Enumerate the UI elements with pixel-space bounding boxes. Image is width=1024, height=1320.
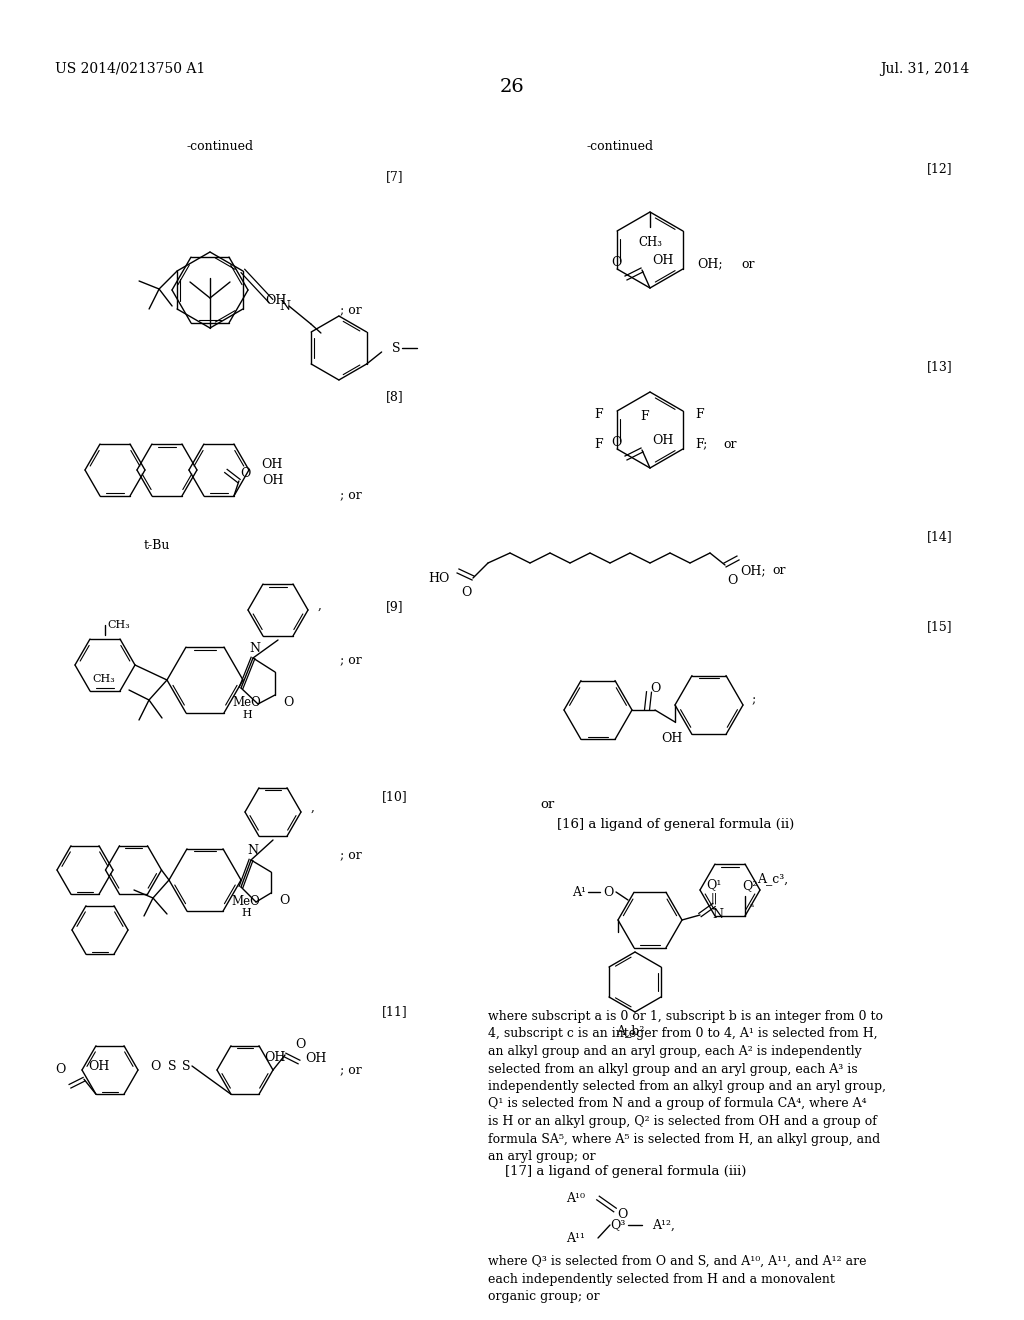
Text: ||: || [711, 892, 718, 904]
Text: F: F [641, 411, 649, 422]
Text: OH: OH [262, 474, 284, 487]
Text: H: H [242, 710, 252, 719]
Text: OH: OH [662, 731, 683, 744]
Text: N: N [248, 843, 258, 857]
Text: [12]: [12] [927, 162, 952, 176]
Text: S: S [168, 1060, 176, 1072]
Text: N: N [250, 642, 260, 655]
Text: A¹²,: A¹², [652, 1218, 675, 1232]
Text: Q³: Q³ [610, 1218, 626, 1232]
Text: [15]: [15] [927, 620, 952, 634]
Text: or: or [772, 565, 785, 578]
Text: F: F [695, 408, 703, 421]
Text: ,: , [311, 800, 314, 813]
Text: or: or [741, 257, 755, 271]
Text: Q²: Q² [742, 879, 758, 892]
Text: O: O [611, 256, 622, 269]
Text: O: O [616, 1209, 627, 1221]
Text: Q¹: Q¹ [707, 879, 722, 891]
Text: or: or [723, 437, 736, 450]
Text: OH: OH [88, 1060, 110, 1073]
Text: 26: 26 [500, 78, 524, 96]
Text: O: O [650, 681, 660, 694]
Text: [11]: [11] [382, 1005, 408, 1018]
Text: OH: OH [264, 1051, 286, 1064]
Text: S: S [391, 342, 400, 355]
Text: ; or: ; or [340, 304, 361, 317]
Text: [17] a ligand of general formula (iii): [17] a ligand of general formula (iii) [488, 1166, 746, 1177]
Text: -continued: -continued [587, 140, 653, 153]
Text: A_c³,: A_c³, [757, 873, 788, 886]
Text: OH: OH [305, 1052, 327, 1064]
Text: O: O [241, 467, 251, 480]
Text: [8]: [8] [386, 389, 403, 403]
Text: H: H [241, 908, 251, 919]
Text: O: O [283, 696, 293, 709]
Text: O: O [150, 1060, 161, 1072]
Text: OH: OH [265, 294, 287, 308]
Text: OH: OH [652, 253, 674, 267]
Text: CH₃: CH₃ [638, 236, 662, 249]
Text: N: N [713, 908, 724, 921]
Text: MeO: MeO [231, 895, 260, 908]
Text: ; or: ; or [340, 1064, 361, 1077]
Text: O: O [727, 574, 737, 587]
Text: Jul. 31, 2014: Jul. 31, 2014 [880, 62, 969, 77]
Text: ; or: ; or [340, 653, 361, 667]
Text: O: O [55, 1063, 66, 1076]
Text: F;: F; [695, 437, 708, 450]
Text: O: O [461, 586, 471, 599]
Text: S: S [181, 1060, 190, 1072]
Text: ₐ: ₐ [750, 899, 755, 909]
Text: O: O [603, 886, 613, 899]
Text: [9]: [9] [386, 601, 403, 612]
Text: OH;: OH; [740, 565, 766, 578]
Text: ; or: ; or [340, 849, 361, 862]
Text: N: N [279, 300, 290, 313]
Text: where Q³ is selected from O and S, and A¹⁰, A¹¹, and A¹² are
each independently : where Q³ is selected from O and S, and A… [488, 1255, 866, 1303]
Text: [7]: [7] [386, 170, 403, 183]
Text: [10]: [10] [382, 789, 408, 803]
Text: ; or: ; or [340, 488, 361, 502]
Text: [13]: [13] [927, 360, 953, 374]
Text: HO: HO [429, 572, 450, 585]
Text: O: O [295, 1039, 305, 1052]
Text: F: F [595, 437, 603, 450]
Text: A_b²: A_b² [615, 1024, 644, 1038]
Text: [16] a ligand of general formula (ii): [16] a ligand of general formula (ii) [540, 818, 795, 832]
Text: OH: OH [652, 433, 674, 446]
Text: or: or [540, 799, 554, 810]
Text: CH₃: CH₃ [106, 620, 130, 630]
Text: A¹¹: A¹¹ [566, 1232, 585, 1245]
Text: where subscript a is 0 or 1, subscript b is an integer from 0 to
4, subscript c : where subscript a is 0 or 1, subscript b… [488, 1010, 886, 1163]
Text: MeO: MeO [232, 697, 261, 709]
Text: -continued: -continued [186, 140, 254, 153]
Text: US 2014/0213750 A1: US 2014/0213750 A1 [55, 62, 205, 77]
Text: A¹: A¹ [572, 886, 586, 899]
Text: OH: OH [261, 458, 283, 471]
Text: ,: , [318, 598, 322, 611]
Text: [14]: [14] [927, 531, 953, 543]
Text: ;: ; [751, 693, 756, 706]
Text: F: F [595, 408, 603, 421]
Text: A¹⁰: A¹⁰ [566, 1192, 585, 1204]
Text: CH₃: CH₃ [92, 675, 115, 684]
Text: t-Bu: t-Bu [143, 539, 170, 552]
Text: O: O [279, 894, 290, 907]
Text: O: O [611, 437, 622, 450]
Text: OH;: OH; [697, 257, 723, 271]
